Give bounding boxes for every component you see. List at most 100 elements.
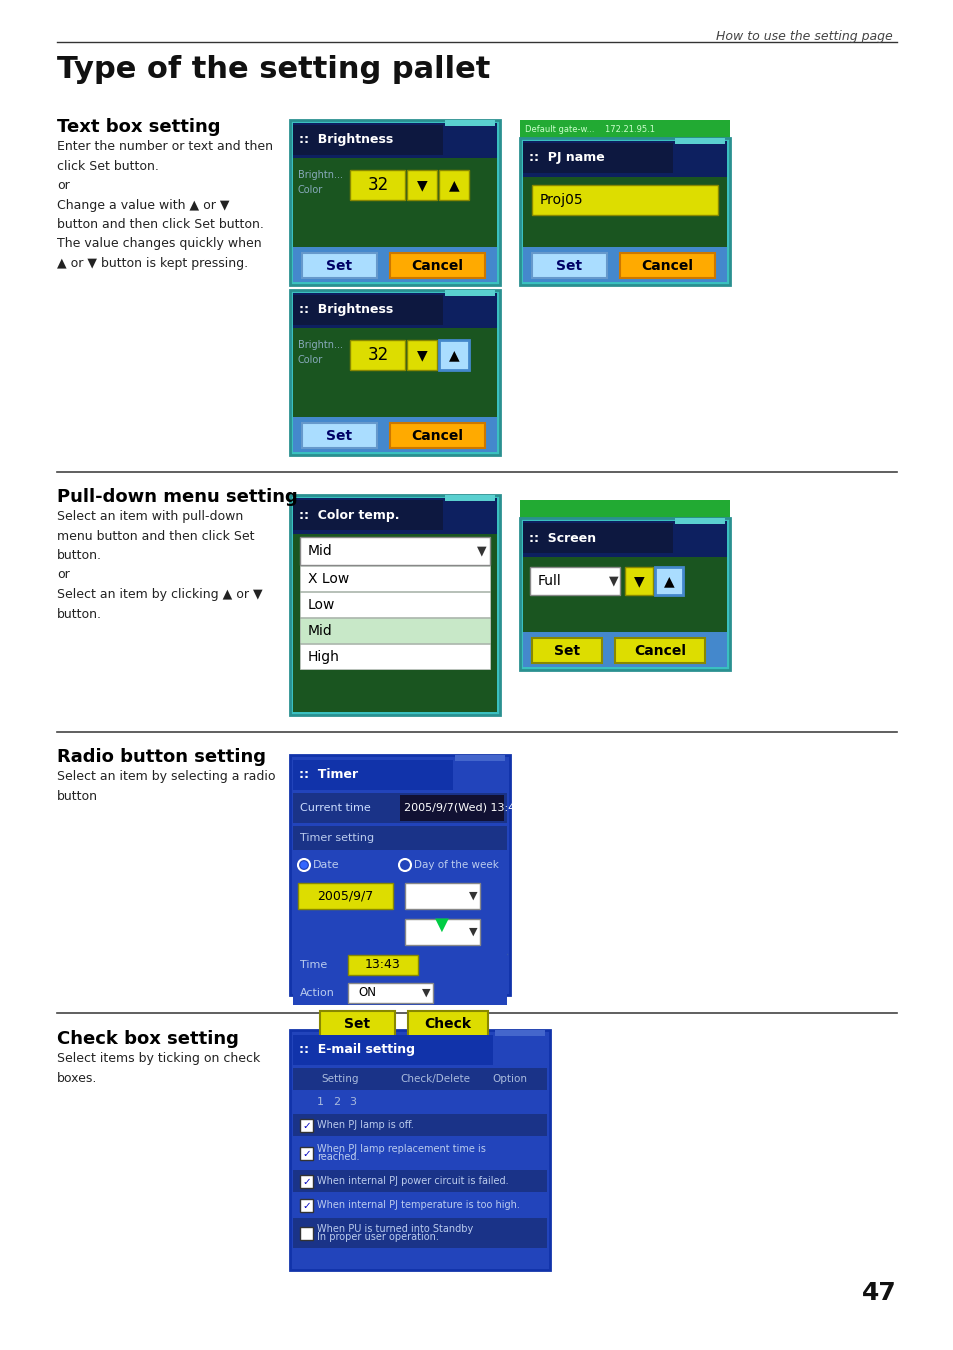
Bar bbox=[350, 170, 405, 200]
Bar bbox=[299, 1119, 313, 1133]
Text: Time: Time bbox=[299, 960, 327, 971]
Bar bbox=[408, 1011, 488, 1037]
Text: 2: 2 bbox=[334, 1098, 340, 1107]
Bar bbox=[495, 1030, 544, 1035]
Text: Select an item with pull-down
menu button and then click Set
button.
or
Select a: Select an item with pull-down menu butto… bbox=[57, 510, 262, 621]
Text: Set: Set bbox=[554, 644, 579, 657]
Text: When internal PJ temperature is too high.: When internal PJ temperature is too high… bbox=[316, 1200, 519, 1210]
Bar bbox=[407, 170, 436, 200]
Bar bbox=[293, 417, 497, 452]
Bar bbox=[299, 1174, 313, 1188]
Bar bbox=[532, 252, 606, 278]
Text: ::  Brightness: :: Brightness bbox=[298, 304, 393, 316]
Text: Check/Delete: Check/Delete bbox=[399, 1075, 470, 1084]
Text: 2005/9/7: 2005/9/7 bbox=[316, 890, 373, 903]
Bar bbox=[444, 290, 495, 296]
Bar bbox=[348, 983, 433, 1003]
Text: Select an item by selecting a radio
button: Select an item by selecting a radio butt… bbox=[57, 769, 275, 802]
Bar bbox=[290, 1030, 550, 1270]
Bar bbox=[299, 1148, 313, 1160]
Bar bbox=[299, 644, 490, 670]
Text: ▲: ▲ bbox=[448, 178, 458, 192]
Text: Pull-down menu setting: Pull-down menu setting bbox=[57, 487, 297, 506]
Bar bbox=[522, 632, 726, 667]
Bar bbox=[293, 981, 506, 1004]
Text: ✓: ✓ bbox=[302, 1149, 311, 1158]
Bar bbox=[290, 290, 499, 455]
Text: Cancel: Cancel bbox=[640, 259, 692, 273]
Text: Full: Full bbox=[537, 574, 561, 589]
Text: 2005/9/7(Wed) 13:43: 2005/9/7(Wed) 13:43 bbox=[403, 803, 521, 813]
Bar bbox=[405, 883, 479, 909]
Bar bbox=[348, 954, 417, 975]
Text: Brightn...: Brightn... bbox=[297, 340, 343, 350]
Text: Current time: Current time bbox=[299, 803, 371, 813]
Bar bbox=[438, 340, 469, 370]
Text: 47: 47 bbox=[862, 1281, 896, 1305]
Bar bbox=[519, 138, 729, 285]
Text: Text box setting: Text box setting bbox=[57, 117, 220, 136]
Text: ▼: ▼ bbox=[476, 544, 486, 558]
Text: Action: Action bbox=[299, 988, 335, 998]
Text: How to use the setting page: How to use the setting page bbox=[716, 30, 892, 43]
Bar bbox=[293, 1193, 546, 1216]
Text: ::  Color temp.: :: Color temp. bbox=[298, 509, 399, 521]
Text: Set: Set bbox=[326, 259, 352, 273]
Circle shape bbox=[301, 863, 307, 868]
Text: ::  Screen: :: Screen bbox=[529, 532, 596, 544]
Bar bbox=[532, 639, 601, 663]
Bar bbox=[522, 247, 726, 282]
Text: ::  PJ name: :: PJ name bbox=[529, 151, 604, 165]
Bar bbox=[293, 1068, 546, 1089]
Bar bbox=[297, 883, 393, 909]
Bar bbox=[390, 423, 484, 448]
Bar bbox=[293, 535, 497, 711]
Bar bbox=[522, 558, 726, 632]
Bar bbox=[293, 328, 497, 417]
Text: In proper user operation.: In proper user operation. bbox=[316, 1233, 438, 1242]
Bar bbox=[293, 126, 442, 155]
Bar bbox=[290, 755, 510, 995]
Text: Enter the number or text and then
click Set button.
or
Change a value with ▲ or : Enter the number or text and then click … bbox=[57, 140, 273, 270]
Bar bbox=[624, 567, 652, 595]
Text: ✓: ✓ bbox=[302, 1176, 311, 1187]
Bar bbox=[655, 567, 682, 595]
Text: Color: Color bbox=[297, 355, 323, 364]
Text: Setting: Setting bbox=[321, 1075, 358, 1084]
Text: ::  E-mail setting: :: E-mail setting bbox=[298, 1044, 415, 1057]
Bar bbox=[532, 185, 718, 215]
Bar bbox=[293, 296, 442, 325]
Bar bbox=[299, 1227, 313, 1241]
Text: ▼: ▼ bbox=[633, 574, 643, 589]
Text: Type of the setting pallet: Type of the setting pallet bbox=[57, 55, 490, 84]
Bar bbox=[293, 792, 506, 824]
Text: ▼: ▼ bbox=[468, 927, 476, 937]
Bar bbox=[293, 500, 442, 531]
Bar bbox=[302, 423, 376, 448]
Bar bbox=[407, 340, 436, 370]
Bar bbox=[293, 853, 506, 878]
Bar bbox=[293, 293, 497, 452]
Text: Day of the week: Day of the week bbox=[414, 860, 498, 869]
Bar bbox=[455, 755, 504, 761]
Text: Set: Set bbox=[326, 429, 352, 443]
Text: Set: Set bbox=[556, 259, 581, 273]
Text: When internal PJ power circuit is failed.: When internal PJ power circuit is failed… bbox=[316, 1176, 508, 1187]
Text: Color: Color bbox=[297, 185, 323, 194]
Bar bbox=[299, 593, 490, 617]
Bar bbox=[438, 170, 469, 200]
Text: X Low: X Low bbox=[308, 572, 349, 586]
Bar bbox=[293, 498, 497, 711]
Bar bbox=[302, 252, 376, 278]
Bar bbox=[522, 522, 672, 554]
Bar bbox=[399, 795, 503, 821]
Bar bbox=[619, 252, 714, 278]
Text: High: High bbox=[308, 649, 339, 664]
Text: 32: 32 bbox=[367, 176, 388, 194]
Bar bbox=[293, 1138, 546, 1168]
Text: 13:43: 13:43 bbox=[365, 958, 400, 972]
Bar bbox=[293, 158, 497, 247]
Bar bbox=[444, 495, 495, 501]
Bar bbox=[615, 639, 704, 663]
Bar bbox=[293, 1092, 546, 1112]
